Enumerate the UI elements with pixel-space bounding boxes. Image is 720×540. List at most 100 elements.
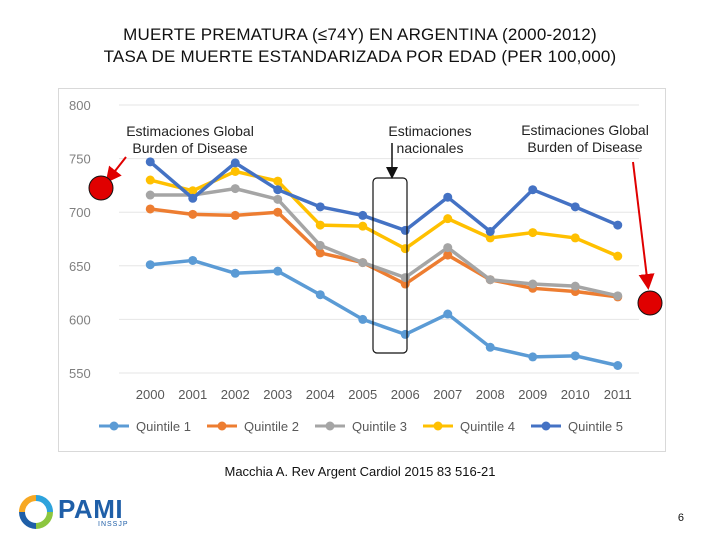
legend-label-q3: Quintile 3 <box>352 419 407 434</box>
data-point-q5 <box>443 192 453 202</box>
series-line-5 <box>149 160 619 234</box>
y-tick-label: 750 <box>69 152 91 167</box>
data-point-q5 <box>315 202 325 212</box>
annotation-right-line2: Burden of Disease <box>527 139 643 155</box>
y-tick-label: 800 <box>69 98 91 113</box>
data-point-q3 <box>145 190 155 200</box>
data-point-q1 <box>485 342 495 352</box>
slide-title: MUERTE PREMATURA (≤74Y) EN ARGENTINA (20… <box>0 24 720 68</box>
page-number: 6 <box>677 512 684 524</box>
pami-logo-name: PAMI <box>58 494 124 524</box>
annotation-left-line1: Estimaciones Global <box>126 123 254 139</box>
annotation-middle-line2: nacionales <box>396 140 464 156</box>
data-point-q5 <box>485 226 495 236</box>
data-point-q3 <box>443 243 453 253</box>
x-tick-label: 2010 <box>561 387 590 402</box>
legend-label-q2: Quintile 2 <box>244 419 299 434</box>
data-point-q4 <box>528 228 538 238</box>
legend-label-q5: Quintile 5 <box>568 419 623 434</box>
series-line-1 <box>150 258 619 368</box>
data-point-q4 <box>400 244 410 254</box>
data-point-q2 <box>145 204 155 214</box>
data-point-q5 <box>400 225 410 235</box>
pami-logo-icon <box>19 495 53 529</box>
annotation-right: Estimaciones Global Burden of Disease <box>505 122 665 156</box>
data-point-q1 <box>273 266 283 276</box>
data-point-q1 <box>400 329 410 339</box>
y-tick-label: 700 <box>69 205 91 220</box>
x-tick-label: 2008 <box>476 387 505 402</box>
data-point-q1 <box>315 290 325 300</box>
data-point-q2 <box>443 250 453 260</box>
x-tick-label: 2000 <box>136 387 165 402</box>
data-point-q2 <box>315 248 325 258</box>
legend-marker-q1 <box>109 421 119 431</box>
data-point-q5 <box>528 185 538 195</box>
data-point-q5 <box>358 210 368 220</box>
data-point-q4 <box>358 221 368 231</box>
data-point-q4 <box>485 233 495 243</box>
y-tick-label: 650 <box>69 259 91 274</box>
data-point-q3 <box>273 194 283 204</box>
data-point-q4 <box>188 186 198 196</box>
chart-frame: 550 600 650 700 750 800 2000 2001 2002 2003 2004 2… <box>58 88 666 452</box>
title-line-2: TASA DE MUERTE ESTANDARIZADA POR EDAD (P… <box>103 47 617 66</box>
title-line-1: MUERTE PREMATURA (≤74Y) EN ARGENTINA (20… <box>123 25 597 44</box>
data-point-q3 <box>230 184 240 194</box>
x-tick-label: 2002 <box>221 387 250 402</box>
data-point-q3 <box>613 291 623 301</box>
data-point-q5 <box>570 202 580 212</box>
x-tick-label: 2006 <box>391 387 420 402</box>
y-tick-label: 600 <box>69 312 91 327</box>
data-point-q4 <box>145 175 155 185</box>
data-point-q1 <box>145 260 155 270</box>
data-point-q3 <box>570 281 580 291</box>
legend-marker-q2 <box>217 421 227 431</box>
data-point-q4 <box>443 214 453 224</box>
data-point-q4 <box>570 233 580 243</box>
data-point-q5 <box>188 193 198 203</box>
data-point-q4 <box>230 166 240 176</box>
citation: Macchia A. Rev Argent Cardiol 2015 83 51… <box>224 464 496 479</box>
data-point-q1 <box>613 360 623 370</box>
pami-logo: PAMI INSSJP <box>18 494 148 529</box>
legend-marker-q3 <box>325 421 335 431</box>
annotation-left-line2: Burden of Disease <box>132 140 248 156</box>
data-point-q1 <box>358 314 368 324</box>
data-point-q4 <box>613 251 623 261</box>
data-point-q5 <box>230 158 240 168</box>
annotation-left: Estimaciones Global Burden of Disease <box>110 123 270 157</box>
data-point-q2 <box>188 209 198 219</box>
data-point-q4 <box>273 176 283 186</box>
data-point-q1 <box>443 309 453 319</box>
annotation-right-line1: Estimaciones Global <box>521 122 649 138</box>
data-point-q2 <box>230 210 240 220</box>
data-point-q3 <box>315 240 325 250</box>
legend-label-q4: Quintile 4 <box>460 419 515 434</box>
x-tick-label: 2009 <box>518 387 547 402</box>
data-point-q1 <box>570 351 580 361</box>
annotation-middle: Estimaciones nacionales <box>370 123 490 157</box>
data-point-q3 <box>485 275 495 285</box>
x-tick-label: 2007 <box>433 387 462 402</box>
x-tick-label: 2001 <box>178 387 207 402</box>
data-point-q1 <box>528 352 538 362</box>
legend-marker-q5 <box>541 421 551 431</box>
data-point-q5 <box>613 220 623 230</box>
x-tick-label: 2011 <box>604 387 632 402</box>
data-point-q2 <box>273 207 283 217</box>
data-point-q3 <box>400 273 410 283</box>
series-line-3 <box>150 186 619 298</box>
y-tick-label: 550 <box>69 366 91 381</box>
annotation-middle-line1: Estimaciones <box>388 123 472 139</box>
data-point-q3 <box>528 279 538 289</box>
data-point-q4 <box>315 220 325 230</box>
legend-marker-q4 <box>433 421 443 431</box>
x-tick-label: 2003 <box>263 387 292 402</box>
data-point-q5 <box>273 185 283 195</box>
x-tick-label: 2004 <box>306 387 335 402</box>
data-point-q1 <box>188 255 198 265</box>
data-point-q3 <box>358 258 368 268</box>
pami-logo-sub: INSSJP <box>98 521 129 528</box>
legend-label-q1: Quintile 1 <box>136 419 191 434</box>
